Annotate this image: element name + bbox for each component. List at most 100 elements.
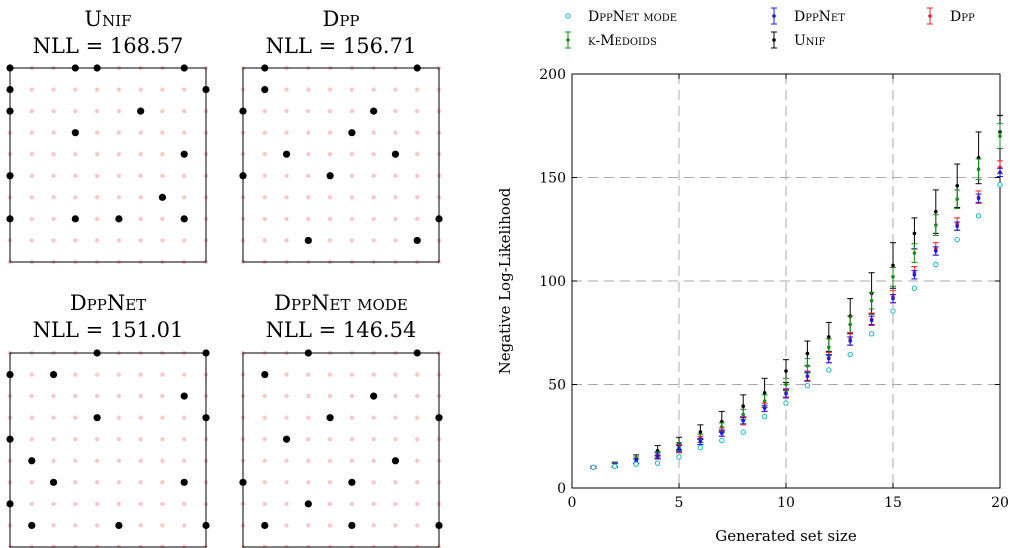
x-axis-label: Generated set size <box>715 527 857 545</box>
data-point <box>762 390 767 395</box>
candidate-point <box>306 523 311 528</box>
selected-point <box>391 150 400 158</box>
candidate-point <box>306 108 311 114</box>
candidate-point <box>51 130 56 135</box>
candidate-point <box>73 152 78 157</box>
candidate-point <box>415 480 420 485</box>
candidate-point <box>262 458 267 463</box>
selected-point <box>180 478 188 486</box>
candidate-point <box>51 87 56 92</box>
panel-unif: Unif NLL = 168.57 <box>6 7 210 265</box>
candidate-point <box>160 480 165 485</box>
candidate-point <box>284 238 289 243</box>
candidate-point <box>393 415 398 420</box>
candidate-point <box>349 458 355 463</box>
candidate-point <box>138 372 143 377</box>
data-point <box>590 464 597 470</box>
data-point <box>784 392 788 396</box>
candidate-point <box>415 130 420 135</box>
x-tick-label: 15 <box>884 495 902 511</box>
data-point <box>934 249 938 253</box>
candidate-point <box>51 216 56 222</box>
y-tick-label: 50 <box>548 378 566 394</box>
candidate-point <box>29 480 34 485</box>
candidate-point <box>73 458 78 463</box>
data-point <box>976 196 981 200</box>
candidate-point <box>415 415 420 420</box>
data-point <box>848 322 852 327</box>
candidate-point <box>94 152 100 157</box>
x-tick-label: 5 <box>675 495 684 511</box>
chart-marks <box>590 114 1003 470</box>
selected-point <box>115 521 123 530</box>
candidate-point <box>182 108 187 114</box>
candidate-point <box>182 501 187 507</box>
panel-nll: NLL = 151.01 <box>33 318 184 342</box>
legend-marker <box>772 14 776 18</box>
candidate-point <box>160 87 165 92</box>
candidate-point <box>182 458 187 463</box>
candidate-point <box>327 216 333 222</box>
candidate-point <box>29 108 34 114</box>
candidate-point <box>160 458 165 463</box>
legend-marker <box>565 13 571 19</box>
legend-label: Dpp <box>950 9 975 25</box>
legend-label: k-Medoids <box>588 33 657 49</box>
candidate-point <box>116 238 122 243</box>
selected-point <box>28 521 36 530</box>
selected-point <box>71 129 79 137</box>
candidate-point <box>415 152 420 157</box>
candidate-point <box>73 87 78 92</box>
candidate-point <box>262 130 267 135</box>
candidate-point <box>262 152 267 157</box>
candidate-point <box>116 130 122 135</box>
candidate-point <box>116 152 122 157</box>
candidate-point <box>51 458 56 463</box>
candidate-point <box>138 216 143 222</box>
candidate-point <box>73 523 78 528</box>
candidate-point <box>306 372 311 377</box>
selected-point <box>261 370 269 379</box>
candidate-point <box>284 173 289 178</box>
data-point <box>975 213 982 219</box>
data-point <box>741 404 745 409</box>
candidate-point <box>371 480 376 485</box>
data-point <box>826 367 832 373</box>
selected-point <box>413 236 421 245</box>
candidate-point <box>138 393 143 399</box>
candidate-point <box>73 480 78 485</box>
candidate-point <box>160 108 165 114</box>
selected-point <box>180 392 188 400</box>
candidate-point <box>94 523 100 528</box>
data-point <box>720 431 724 435</box>
candidate-point <box>327 238 333 243</box>
candidate-point <box>284 87 289 92</box>
candidate-point <box>349 501 355 507</box>
candidate-point <box>29 437 34 442</box>
data-point <box>976 167 981 172</box>
x-tick-label: 20 <box>991 495 1009 511</box>
candidate-point <box>138 238 143 243</box>
candidate-point <box>284 523 289 528</box>
candidate-point <box>116 87 122 92</box>
selected-point <box>261 521 269 530</box>
candidate-point <box>94 501 100 507</box>
candidate-point <box>393 87 398 92</box>
selected-point <box>326 414 334 422</box>
candidate-point <box>393 195 398 200</box>
legend-item: DppNet <box>771 7 845 25</box>
legend-marker <box>928 14 932 18</box>
candidate-point <box>393 393 398 399</box>
candidate-point <box>262 173 267 178</box>
data-point <box>719 437 725 444</box>
candidate-point <box>116 480 122 485</box>
candidate-point <box>415 195 420 200</box>
candidate-point <box>415 393 420 399</box>
candidate-point <box>306 173 311 178</box>
candidate-point <box>327 523 333 528</box>
candidate-point <box>29 372 34 377</box>
candidate-point <box>29 415 34 420</box>
candidate-point <box>371 372 376 377</box>
data-point <box>805 364 810 368</box>
